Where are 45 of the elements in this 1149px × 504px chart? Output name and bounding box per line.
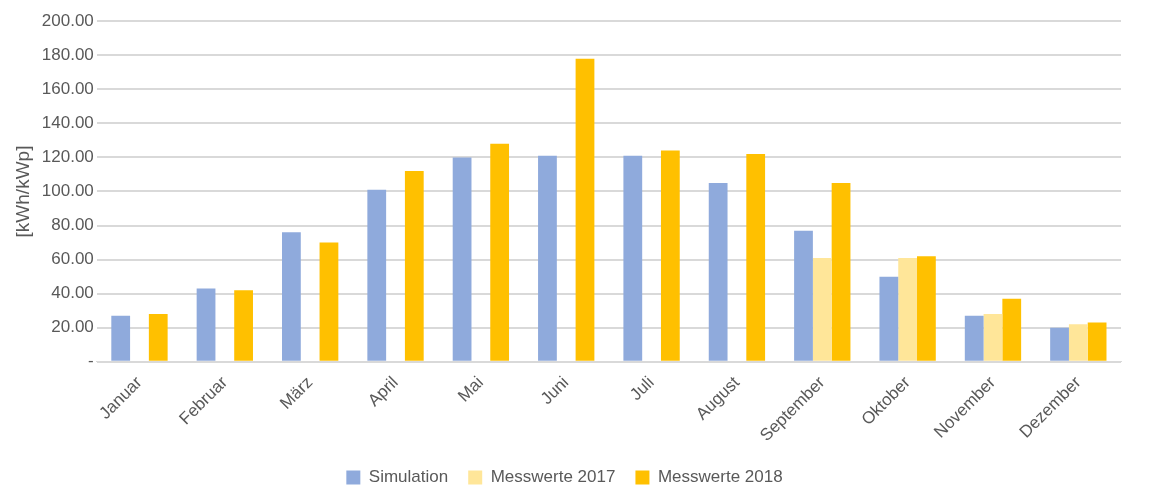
bar — [148, 314, 168, 361]
bar — [1050, 327, 1069, 361]
y-tick-label: - — [88, 351, 94, 371]
bar — [812, 257, 832, 361]
bar — [404, 171, 424, 361]
y-tick-label: 200.00 — [41, 10, 94, 30]
bar — [1002, 298, 1022, 361]
bar — [196, 288, 216, 361]
bar — [917, 256, 936, 361]
bar — [898, 257, 918, 361]
bar — [282, 232, 301, 361]
bar — [623, 155, 643, 361]
bar — [660, 150, 680, 361]
y-tick-label: 20.00 — [51, 317, 94, 337]
y-tick-label: 160.00 — [41, 79, 94, 98]
legend-label: Messwerte 2018 — [657, 467, 783, 487]
y-tick-label: 40.00 — [51, 283, 94, 303]
bar — [746, 154, 766, 361]
bar — [111, 315, 131, 361]
bar — [575, 58, 595, 361]
bar — [794, 230, 813, 361]
x-tick-label: Mai — [454, 372, 488, 406]
y-axis-title: [kWh/kWp] — [11, 145, 33, 238]
y-tick-label: 60.00 — [51, 249, 94, 269]
bar — [367, 189, 387, 361]
bar — [879, 276, 899, 361]
bar — [234, 290, 253, 361]
bar — [319, 242, 339, 361]
y-tick-label: 100.00 — [41, 181, 94, 201]
bar — [538, 155, 557, 361]
bar — [1068, 324, 1088, 361]
legend-label: Messwerte 2017 — [490, 467, 616, 487]
bar — [983, 314, 1003, 361]
bar — [708, 182, 728, 361]
bar — [490, 143, 510, 361]
bar — [831, 182, 851, 361]
bar — [964, 315, 984, 361]
bar — [1087, 322, 1107, 361]
y-tick-label: 140.00 — [41, 113, 94, 133]
y-tick-label: 180.00 — [41, 44, 94, 64]
x-tick-label: Juli — [626, 372, 658, 405]
bar — [452, 157, 472, 361]
legend-label: Simulation — [368, 467, 449, 487]
y-tick-label: 80.00 — [51, 215, 94, 235]
y-tick-label: 120.00 — [41, 147, 94, 167]
